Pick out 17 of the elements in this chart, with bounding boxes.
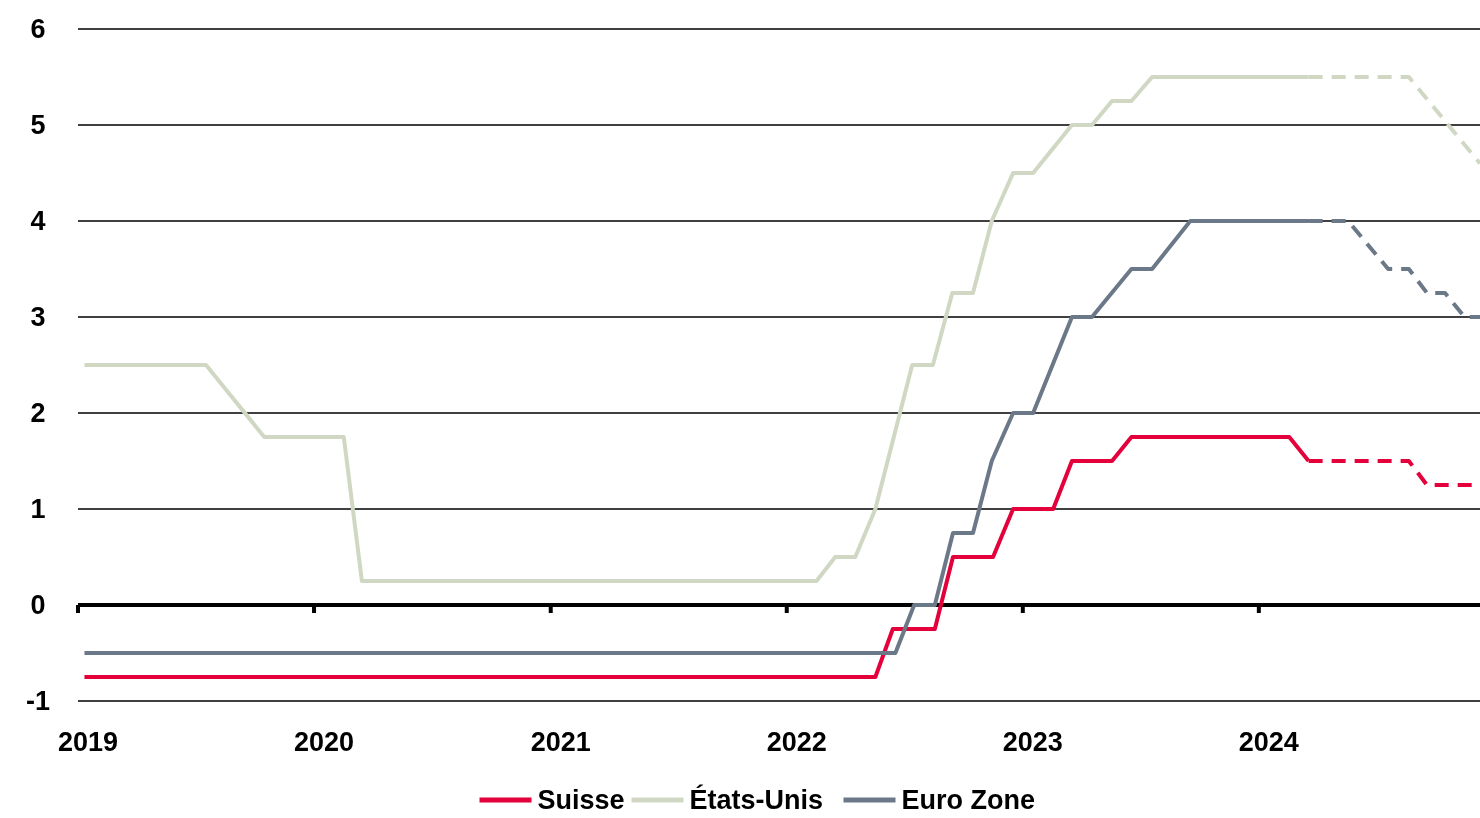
y-tick-label: 6 xyxy=(30,14,46,45)
x-tick-label: 2024 xyxy=(1238,727,1299,757)
y-tick-label: 2 xyxy=(30,398,46,429)
x-tick-label: 2020 xyxy=(294,727,355,757)
y-tick-label: 4 xyxy=(30,206,46,237)
legend-label: Suisse xyxy=(537,785,625,816)
y-tick-label: 0 xyxy=(30,590,46,621)
legend-label: Euro Zone xyxy=(901,785,1035,816)
y-tick-label: 1 xyxy=(30,494,46,525)
legend-label: États-Unis xyxy=(689,784,824,816)
y-tick-label: 5 xyxy=(30,110,46,141)
y-tick-label: 3 xyxy=(30,302,46,333)
x-tick-label: 2019 xyxy=(57,727,119,757)
x-tick-label: 2023 xyxy=(1002,727,1063,757)
x-tick-label: 2021 xyxy=(530,727,591,757)
x-tick-label: 2022 xyxy=(766,727,827,757)
y-tick-label: -1 xyxy=(25,686,51,717)
